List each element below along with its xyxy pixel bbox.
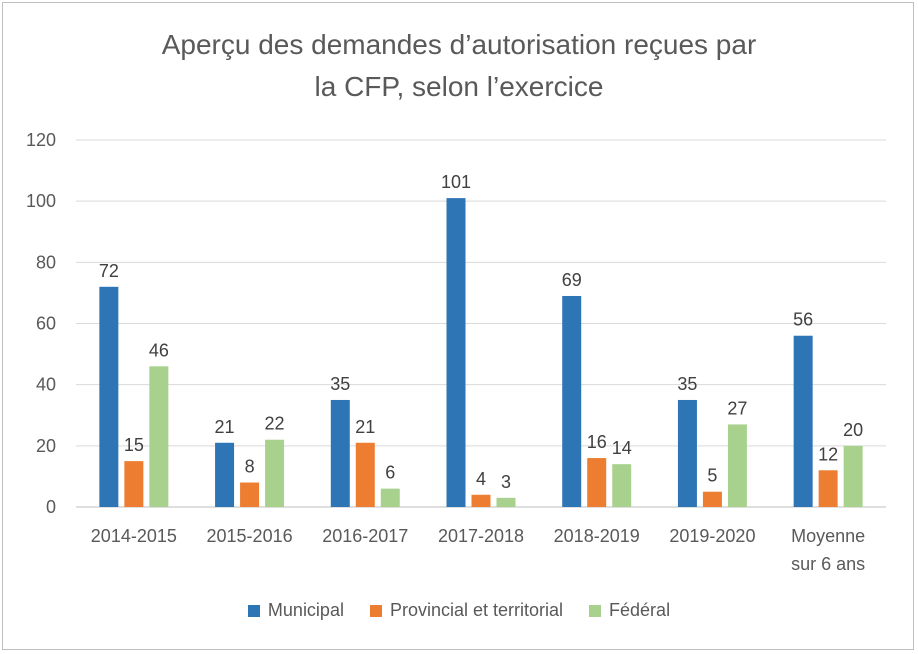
data-label: 35	[677, 374, 697, 394]
bar	[843, 445, 863, 507]
data-label: 56	[793, 310, 813, 330]
y-tick-label: 60	[36, 314, 56, 334]
x-tick-label: 2017-2018	[438, 526, 524, 546]
data-label: 8	[245, 457, 255, 477]
bar	[330, 399, 350, 507]
bar	[587, 458, 607, 507]
legend-swatch	[369, 604, 382, 617]
x-tick-label: 2018-2019	[554, 526, 640, 546]
data-label: 4	[476, 469, 486, 489]
x-tick-label: Moyenne	[791, 526, 865, 546]
data-label: 16	[587, 432, 607, 452]
bar	[380, 488, 400, 507]
bar	[355, 442, 375, 507]
bar	[818, 470, 838, 507]
legend-item: Municipal	[247, 600, 344, 621]
x-tick-label: 2014-2015	[91, 526, 177, 546]
bar	[215, 442, 235, 507]
y-tick-label: 40	[36, 375, 56, 395]
chart-legend: Municipal Provincial et territorial Fédéra…	[0, 600, 918, 621]
x-tick-label: sur 6 ans	[791, 554, 865, 574]
x-tick-label: 2015-2016	[207, 526, 293, 546]
y-tick-label: 120	[26, 130, 56, 150]
bar	[124, 461, 144, 507]
bar	[562, 295, 582, 507]
legend-item: Provincial et territorial	[369, 600, 564, 621]
data-label: 27	[727, 398, 747, 418]
y-tick-label: 20	[36, 436, 56, 456]
bar	[471, 494, 491, 507]
bar	[446, 198, 466, 507]
bar	[612, 464, 632, 507]
data-label: 12	[818, 444, 838, 464]
bar	[677, 399, 697, 507]
x-tick-label: 2019-2020	[669, 526, 755, 546]
data-label: 21	[215, 417, 235, 437]
data-label: 35	[330, 374, 350, 394]
legend-item: Fédéral	[589, 600, 670, 621]
data-label: 72	[99, 261, 119, 281]
bar	[702, 491, 722, 507]
bar	[240, 482, 260, 507]
data-label: 14	[612, 438, 632, 458]
data-label: 69	[562, 270, 582, 290]
data-label: 46	[149, 340, 169, 360]
legend-label: Municipal	[267, 600, 344, 620]
data-label: 5	[707, 466, 717, 486]
y-tick-label: 100	[26, 191, 56, 211]
data-label: 20	[843, 420, 863, 440]
bar	[727, 424, 747, 507]
chart-title: Aperçu des demandes d’autorisation reçue…	[161, 29, 757, 102]
bar	[149, 366, 169, 507]
y-tick-label: 80	[36, 252, 56, 272]
bar	[265, 439, 285, 507]
data-label: 3	[501, 472, 511, 492]
bar	[793, 335, 813, 507]
data-label: 22	[265, 414, 285, 434]
data-label: 21	[355, 417, 375, 437]
data-label: 6	[385, 463, 395, 483]
x-tick-label: 2016-2017	[322, 526, 408, 546]
data-label: 15	[124, 435, 144, 455]
legend-swatch	[247, 604, 260, 617]
legend-swatch	[589, 604, 602, 617]
legend-label: Fédéral	[609, 600, 671, 620]
bar	[496, 497, 516, 507]
bar	[99, 286, 119, 507]
y-tick-label: 0	[46, 497, 56, 517]
legend-label: Provincial et territorial	[389, 600, 564, 620]
data-label: 101	[441, 172, 471, 192]
